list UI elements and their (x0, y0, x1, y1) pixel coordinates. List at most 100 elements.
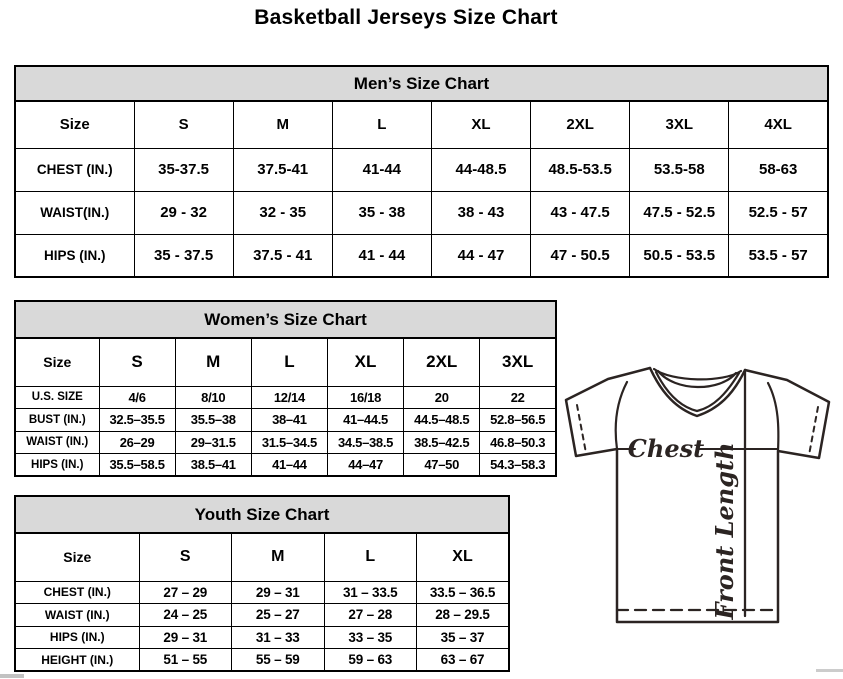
size-cell: 20 (403, 385, 481, 409)
row-label: U.S. SIZE (14, 385, 100, 409)
left-sleeve-dashed-line (576, 404, 587, 454)
scrollbar-fragment-left[interactable] (0, 674, 24, 678)
table-row: CHEST (IN.) 27 – 29 29 – 31 31 – 33.5 33.5 –… (14, 580, 510, 604)
size-cell: 44-48.5 (430, 147, 532, 192)
table-row: WAIST (IN.) 24 – 25 25 – 27 27 – 28 28 – 29.… (14, 603, 510, 627)
size-cell: 22 (479, 385, 557, 409)
row-label: CHEST (IN.) (14, 580, 140, 604)
size-cell: 25 – 27 (231, 603, 325, 627)
size-cell: 4/6 (98, 385, 176, 409)
column-header: L (250, 337, 328, 387)
column-header: M (231, 532, 325, 582)
size-cell: 27 – 29 (138, 580, 232, 604)
size-cell: 8/10 (174, 385, 252, 409)
column-header: L (323, 532, 417, 582)
row-label: WAIST (IN.) (14, 603, 140, 627)
table-row: HEIGHT (IN.) 51 – 55 55 – 59 59 – 63 63 – 67 (14, 648, 510, 672)
size-cell: 41–44.5 (326, 408, 405, 432)
size-cell: 29 – 31 (138, 625, 232, 649)
size-cell: 38–41 (250, 408, 328, 432)
size-cell: 37.5 - 41 (232, 233, 333, 278)
size-cell: 48.5-53.5 (530, 147, 631, 192)
size-cell: 28 – 29.5 (416, 603, 510, 627)
size-cell: 43 - 47.5 (530, 190, 631, 235)
table-title: Youth Size Chart (14, 495, 510, 534)
size-cell: 26–29 (98, 430, 176, 454)
youth-size-chart-table: Youth Size Chart Size S M L XL CHEST (IN.) 27 –… (14, 495, 510, 672)
column-header: M (232, 100, 333, 149)
table-title: Women’s Size Chart (14, 300, 557, 339)
chest-label: Chest (628, 434, 704, 463)
size-cell: 47–50 (403, 453, 481, 477)
size-cell: 32.5–35.5 (98, 408, 176, 432)
size-cell: 46.8–50.3 (479, 430, 557, 454)
collar-outer-line (648, 366, 747, 418)
table-row: BUST (IN.) 32.5–35.5 35.5–38 38–41 41–44.5 44… (14, 408, 557, 432)
column-header: 4XL (728, 100, 829, 149)
page-title: Basketball Jerseys Size Chart (254, 6, 558, 29)
row-label: HIPS (IN.) (14, 453, 100, 477)
mens-size-chart-table: Men’s Size Chart Size S M L XL 2XL 3XL 4XL CHEST … (14, 65, 829, 278)
womens-size-chart-table: Women’s Size Chart Size S M L XL 2XL 3XL U.S. SI… (14, 300, 557, 477)
size-cell: 16/18 (326, 385, 405, 409)
size-cell: 63 – 67 (416, 648, 510, 672)
size-cell: 53.5-58 (629, 147, 730, 192)
size-cell: 31.5–34.5 (250, 430, 328, 454)
size-cell: 37.5-41 (232, 147, 333, 192)
size-cell: 34.5–38.5 (326, 430, 405, 454)
size-cell: 38 - 43 (430, 190, 532, 235)
size-cell: 41 - 44 (331, 233, 432, 278)
column-header: S (98, 337, 176, 387)
jersey-outline-drawing: Chest Front Length (564, 366, 831, 624)
table-row: U.S. SIZE 4/6 8/10 12/14 16/18 20 22 (14, 385, 557, 409)
column-header: L (331, 100, 432, 149)
size-cell: 41–44 (250, 453, 328, 477)
size-cell: 52.5 - 57 (728, 190, 829, 235)
size-cell: 29 - 32 (133, 190, 234, 235)
jersey-measurement-diagram: Chest Front Length (563, 363, 838, 625)
row-label: HIPS (IN.) (14, 625, 140, 649)
size-cell: 47 - 50.5 (530, 233, 631, 278)
size-cell: 53.5 - 57 (728, 233, 829, 278)
size-cell: 54.3–58.3 (479, 453, 557, 477)
size-cell: 24 – 25 (138, 603, 232, 627)
size-column-header: Size (14, 100, 135, 149)
table-row: CHEST (IN.) 35-37.5 37.5-41 41-44 44-48.5 48.… (14, 147, 829, 192)
size-cell: 44–47 (326, 453, 405, 477)
size-cell: 33.5 – 36.5 (416, 580, 510, 604)
size-cell: 31 – 33.5 (323, 580, 417, 604)
table-row: HIPS (IN.) 35 - 37.5 37.5 - 41 41 - 44 44 - … (14, 233, 829, 278)
size-cell: 44 - 47 (430, 233, 532, 278)
table-row: WAIST(IN.) 29 - 32 32 - 35 35 - 38 38 - 43 43… (14, 190, 829, 235)
size-column-header: Size (14, 532, 140, 582)
collar-inner-line (654, 370, 741, 413)
row-label: HIPS (IN.) (14, 233, 135, 278)
size-cell: 35.5–38 (174, 408, 252, 432)
size-cell: 31 – 33 (231, 625, 325, 649)
size-cell: 35 - 38 (331, 190, 432, 235)
row-label: BUST (IN.) (14, 408, 100, 432)
size-cell: 52.8–56.5 (479, 408, 557, 432)
collar-rib-arc-2 (656, 369, 738, 389)
size-cell: 35 - 37.5 (133, 233, 234, 278)
row-label: WAIST (IN.) (14, 430, 100, 454)
size-cell: 38.5–42.5 (403, 430, 481, 454)
column-header: 2XL (403, 337, 481, 387)
column-header: XL (430, 100, 532, 149)
size-cell: 35 – 37 (416, 625, 510, 649)
table-row: HIPS (IN.) 29 – 31 31 – 33 33 – 35 35 – 37 (14, 625, 510, 649)
size-cell: 58-63 (728, 147, 829, 192)
column-header: 3XL (479, 337, 557, 387)
size-cell: 32 - 35 (232, 190, 333, 235)
column-header: M (174, 337, 252, 387)
column-header: XL (416, 532, 510, 582)
left-sleeve-seam (614, 380, 629, 451)
scrollbar-fragment-right[interactable] (816, 669, 843, 672)
table-row: WAIST (IN.) 26–29 29–31.5 31.5–34.5 34.5–38.… (14, 430, 557, 454)
size-cell: 44.5–48.5 (403, 408, 481, 432)
row-label: CHEST (IN.) (14, 147, 135, 192)
table-title: Men’s Size Chart (14, 65, 829, 102)
right-sleeve-seam (766, 381, 780, 453)
size-cell: 35.5–58.5 (98, 453, 176, 477)
column-header: 3XL (629, 100, 730, 149)
